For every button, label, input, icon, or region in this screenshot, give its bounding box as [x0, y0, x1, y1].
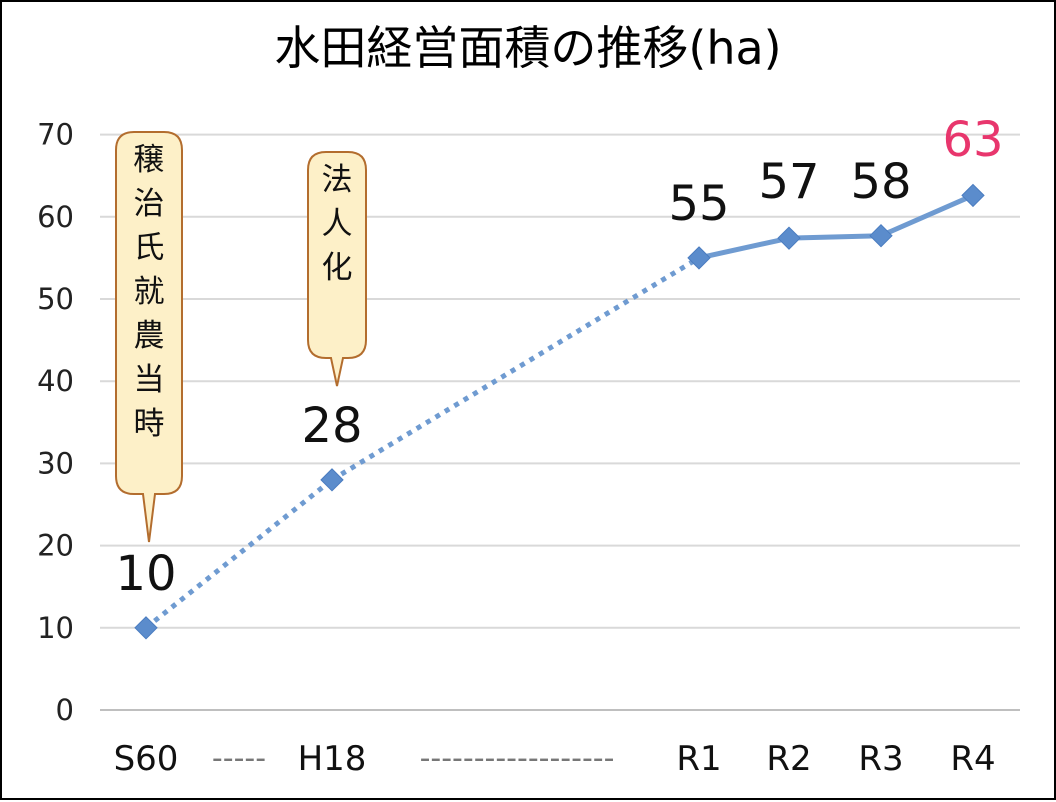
chart-title: 水田経営面積の推移(ha)	[274, 21, 781, 75]
y-tick-label: 70	[37, 118, 74, 152]
y-tick-label: 50	[37, 282, 74, 316]
x-tick-label: R4	[950, 739, 995, 779]
annotation-text: 法人化	[322, 162, 353, 286]
y-tick-label: 0	[56, 693, 74, 727]
data-point	[777, 226, 801, 250]
x-axis-separator: -----	[212, 741, 266, 776]
data-point	[134, 616, 158, 640]
annotation-text: 穣治氏就農当時	[134, 142, 165, 442]
data-label: 28	[301, 398, 362, 454]
data-label: 63	[942, 112, 1003, 168]
data-point	[320, 468, 344, 492]
data-point	[687, 246, 711, 270]
y-tick-label: 40	[37, 364, 74, 398]
series-line-segment	[878, 192, 976, 239]
x-tick-label: R3	[858, 739, 903, 779]
x-tick-label: R1	[676, 739, 721, 779]
annotation-callout	[307, 151, 367, 387]
series-line-segment	[786, 233, 884, 241]
data-label: 10	[115, 546, 176, 602]
annotation-callout	[115, 131, 183, 543]
series-line-dotted-segment	[330, 255, 701, 482]
x-tick-label: R2	[766, 739, 811, 779]
y-tick-label: 60	[37, 200, 74, 234]
y-tick-label: 10	[37, 611, 74, 645]
y-tick-label: 30	[37, 446, 74, 480]
x-axis-separator: ------------------	[420, 741, 615, 776]
data-point	[961, 183, 985, 208]
x-tick-label: S60	[114, 739, 179, 779]
series-line-dotted-segment	[144, 477, 334, 630]
y-tick-label: 20	[37, 529, 74, 563]
data-label: 58	[850, 154, 911, 210]
data-label: 55	[668, 176, 729, 232]
series-line-segment	[696, 235, 792, 261]
data-point	[869, 223, 893, 248]
data-label: 57	[758, 154, 819, 210]
x-tick-label: H18	[298, 739, 367, 779]
